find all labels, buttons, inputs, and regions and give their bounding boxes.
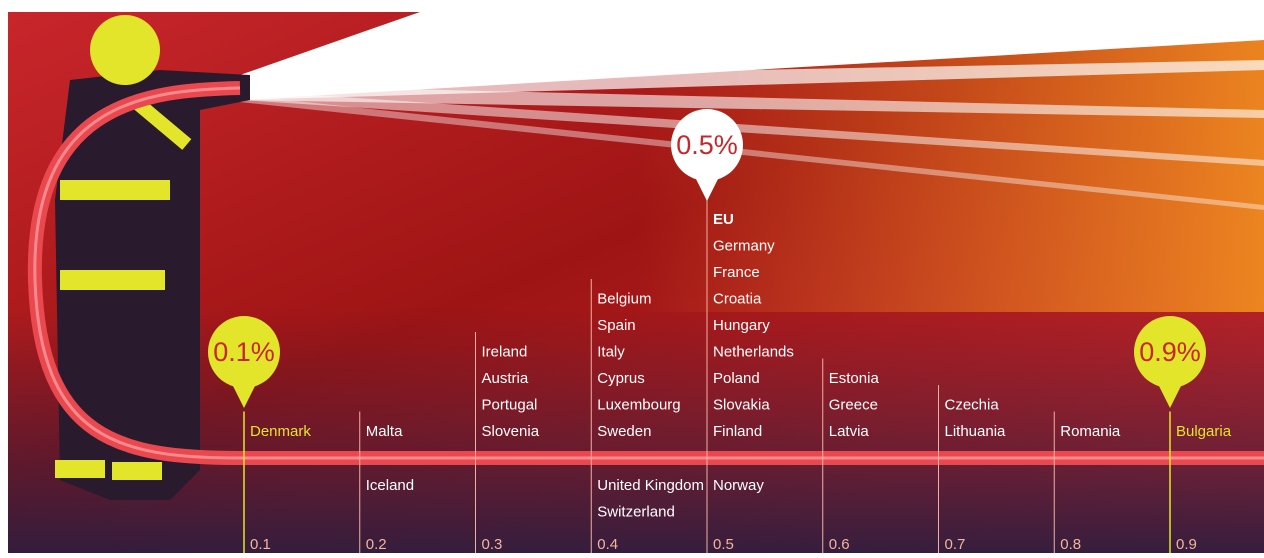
country-label: Germany — [713, 237, 775, 254]
x-tick-label: 0.4 — [597, 536, 618, 553]
country-label: Slovakia — [713, 396, 770, 413]
country-label: Spain — [597, 317, 635, 334]
x-tick-label: 0.7 — [945, 536, 966, 553]
x-tick-label: 0.2 — [366, 536, 387, 553]
country-label: Denmark — [250, 423, 311, 440]
country-label: EU — [713, 211, 734, 228]
country-label: Latvia — [829, 423, 870, 440]
x-tick-label: 0.5 — [713, 536, 734, 553]
country-label: Luxembourg — [597, 396, 680, 413]
country-label: Belgium — [597, 290, 651, 307]
callout-label: 0.9% — [1139, 337, 1201, 367]
country-label: Hungary — [713, 317, 770, 334]
country-label: Ireland — [482, 343, 528, 360]
x-tick-label: 0.3 — [482, 536, 503, 553]
x-tick-label: 0.6 — [829, 536, 850, 553]
country-label: Romania — [1060, 423, 1121, 440]
country-label: Bulgaria — [1176, 423, 1232, 440]
country-label: Estonia — [829, 370, 880, 387]
x-tick-label: 0.9 — [1176, 536, 1197, 553]
country-label: Slovenia — [482, 423, 540, 440]
country-label: United Kingdom — [597, 477, 704, 494]
x-tick-label: 0.1 — [250, 536, 271, 553]
country-label: Malta — [366, 423, 403, 440]
country-label: Switzerland — [597, 503, 675, 520]
country-label: Portugal — [482, 396, 538, 413]
callout-label: 0.5% — [676, 130, 738, 160]
country-label: Austria — [482, 370, 529, 387]
country-label: Cyprus — [597, 370, 645, 387]
country-label: Netherlands — [713, 343, 794, 360]
country-label: Norway — [713, 477, 764, 494]
country-label: France — [713, 264, 760, 281]
country-label: Italy — [597, 343, 625, 360]
country-label: Greece — [829, 396, 878, 413]
country-label: Finland — [713, 423, 762, 440]
country-label: Czechia — [945, 396, 1000, 413]
country-label: Sweden — [597, 423, 651, 440]
page: 0.1 0.2 0.3 0.4 0.5 0.6 0.7 0.8 0.9 Denmark Malta I… — [0, 0, 1264, 553]
chart: 0.1 0.2 0.3 0.4 0.5 0.6 0.7 0.8 0.9 Denmark Malta I… — [0, 0, 1264, 553]
country-label: Iceland — [366, 477, 414, 494]
country-label: Croatia — [713, 290, 762, 307]
x-tick-label: 0.8 — [1060, 536, 1081, 553]
country-label: Poland — [713, 370, 760, 387]
country-label: Lithuania — [945, 423, 1007, 440]
callout-label: 0.1% — [213, 337, 275, 367]
